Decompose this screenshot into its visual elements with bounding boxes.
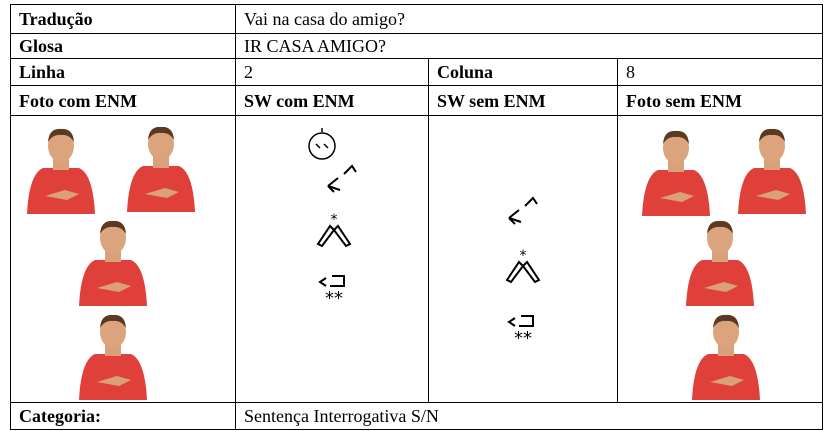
label: Glosa xyxy=(10,33,236,59)
photo xyxy=(634,126,718,216)
label: Coluna xyxy=(428,58,618,86)
value: 2 xyxy=(235,58,429,86)
sign-symbol xyxy=(501,188,541,228)
header: Foto com ENM xyxy=(10,85,236,116)
sign-symbol xyxy=(320,156,360,196)
signwriting-cell xyxy=(428,115,618,403)
photo xyxy=(730,124,814,214)
photo xyxy=(119,122,203,212)
signwriting-cell xyxy=(235,115,429,403)
value: 8 xyxy=(617,58,823,86)
label: Tradução xyxy=(10,4,236,34)
face-symbol xyxy=(308,128,336,160)
sign-symbol xyxy=(503,246,543,286)
photo xyxy=(71,216,155,306)
photo-cell xyxy=(10,115,236,403)
photo xyxy=(19,124,103,214)
value: Vai na casa do amigo? xyxy=(235,4,823,34)
header: Foto sem ENM xyxy=(617,85,823,116)
sign-table: Tradução Vai na casa do amigo? Glosa IR … xyxy=(10,4,823,430)
value: IR CASA AMIGO? xyxy=(235,33,823,59)
value: Sentença Interrogativa S/N xyxy=(235,402,823,430)
label: Categoria: xyxy=(10,402,236,430)
photo xyxy=(71,310,155,400)
header: SW com ENM xyxy=(235,85,429,116)
photo xyxy=(684,310,768,400)
label: Linha xyxy=(10,58,236,86)
sign-symbol xyxy=(314,210,354,250)
sign-symbol xyxy=(505,306,545,346)
photo-cell xyxy=(617,115,823,403)
photo xyxy=(678,216,762,306)
sign-symbol xyxy=(316,266,356,306)
header: SW sem ENM xyxy=(428,85,618,116)
